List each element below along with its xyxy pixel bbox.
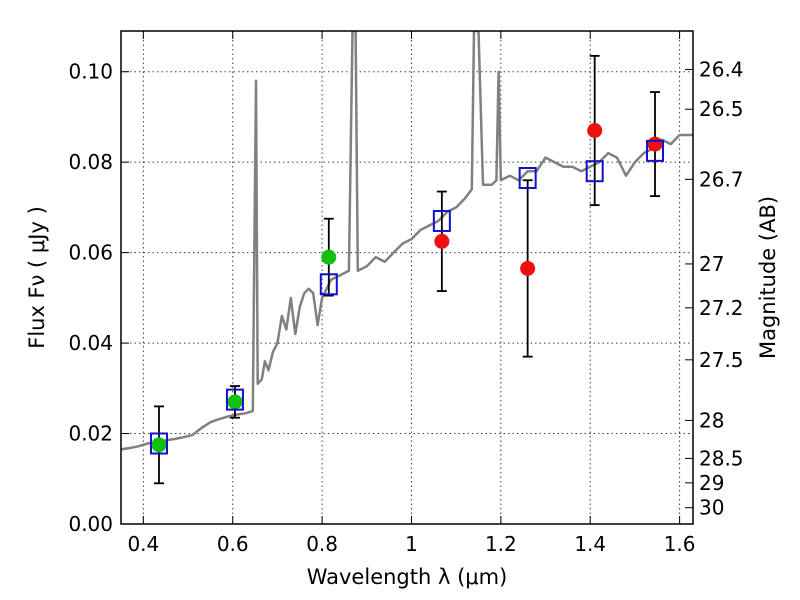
data-point (321, 249, 337, 265)
model-square (646, 139, 665, 162)
model-square (149, 432, 168, 455)
data-point (434, 233, 450, 249)
right-tick-label: 26.7 (699, 167, 744, 191)
right-tick-label: 28.5 (699, 446, 744, 470)
x-tick-label: 1.2 (485, 532, 517, 556)
data-point (227, 394, 243, 410)
x-tick-label: 0.6 (217, 532, 249, 556)
y-axis-label: Flux Fν ( μJy ) (25, 206, 49, 349)
plot-frame (120, 30, 694, 525)
data-point (151, 437, 167, 453)
y-tick-label: 0.00 (68, 512, 113, 536)
right-tick-label: 27.5 (699, 348, 744, 372)
tick-layer: 0.4 0.6 0.8 1 1.2 1.4 1.6 0.00 0.02 0.04 0.06 0.08 0… (68, 31, 744, 556)
x-tick-label: 0.4 (127, 532, 159, 556)
spectrum-line (121, 31, 693, 451)
series-layer (121, 31, 693, 485)
y-tick-label: 0.08 (68, 150, 113, 174)
right-tick-label: 30 (699, 496, 724, 520)
model-square (518, 166, 537, 189)
right-tick-label: 27 (699, 252, 724, 276)
right-tick-label: 26.4 (699, 57, 744, 81)
model-square (225, 388, 244, 411)
model-square (585, 160, 604, 183)
x-axis-label: Wavelength λ (μm) (307, 565, 508, 589)
x-tick-label: 1.6 (664, 532, 696, 556)
x-tick-label: 0.8 (306, 532, 338, 556)
right-axis-label: Magnitude (AB) (756, 196, 780, 359)
right-tick-label: 28 (699, 408, 724, 432)
grid-layer (121, 31, 693, 524)
y-tick-label: 0.04 (68, 331, 113, 355)
model-square (432, 209, 451, 232)
data-point (647, 136, 663, 152)
model-square (319, 273, 338, 296)
y-tick-label: 0.06 (68, 241, 113, 265)
y-tick-label: 0.10 (68, 60, 113, 84)
right-tick-label: 29 (699, 471, 724, 495)
right-tick-label: 26.5 (699, 97, 744, 121)
data-point (587, 123, 603, 139)
y-tick-label: 0.02 (68, 422, 113, 446)
x-tick-label: 1.4 (574, 532, 606, 556)
right-tick-label: 27.2 (699, 296, 744, 320)
data-point (520, 260, 536, 276)
x-tick-label: 1 (405, 532, 418, 556)
